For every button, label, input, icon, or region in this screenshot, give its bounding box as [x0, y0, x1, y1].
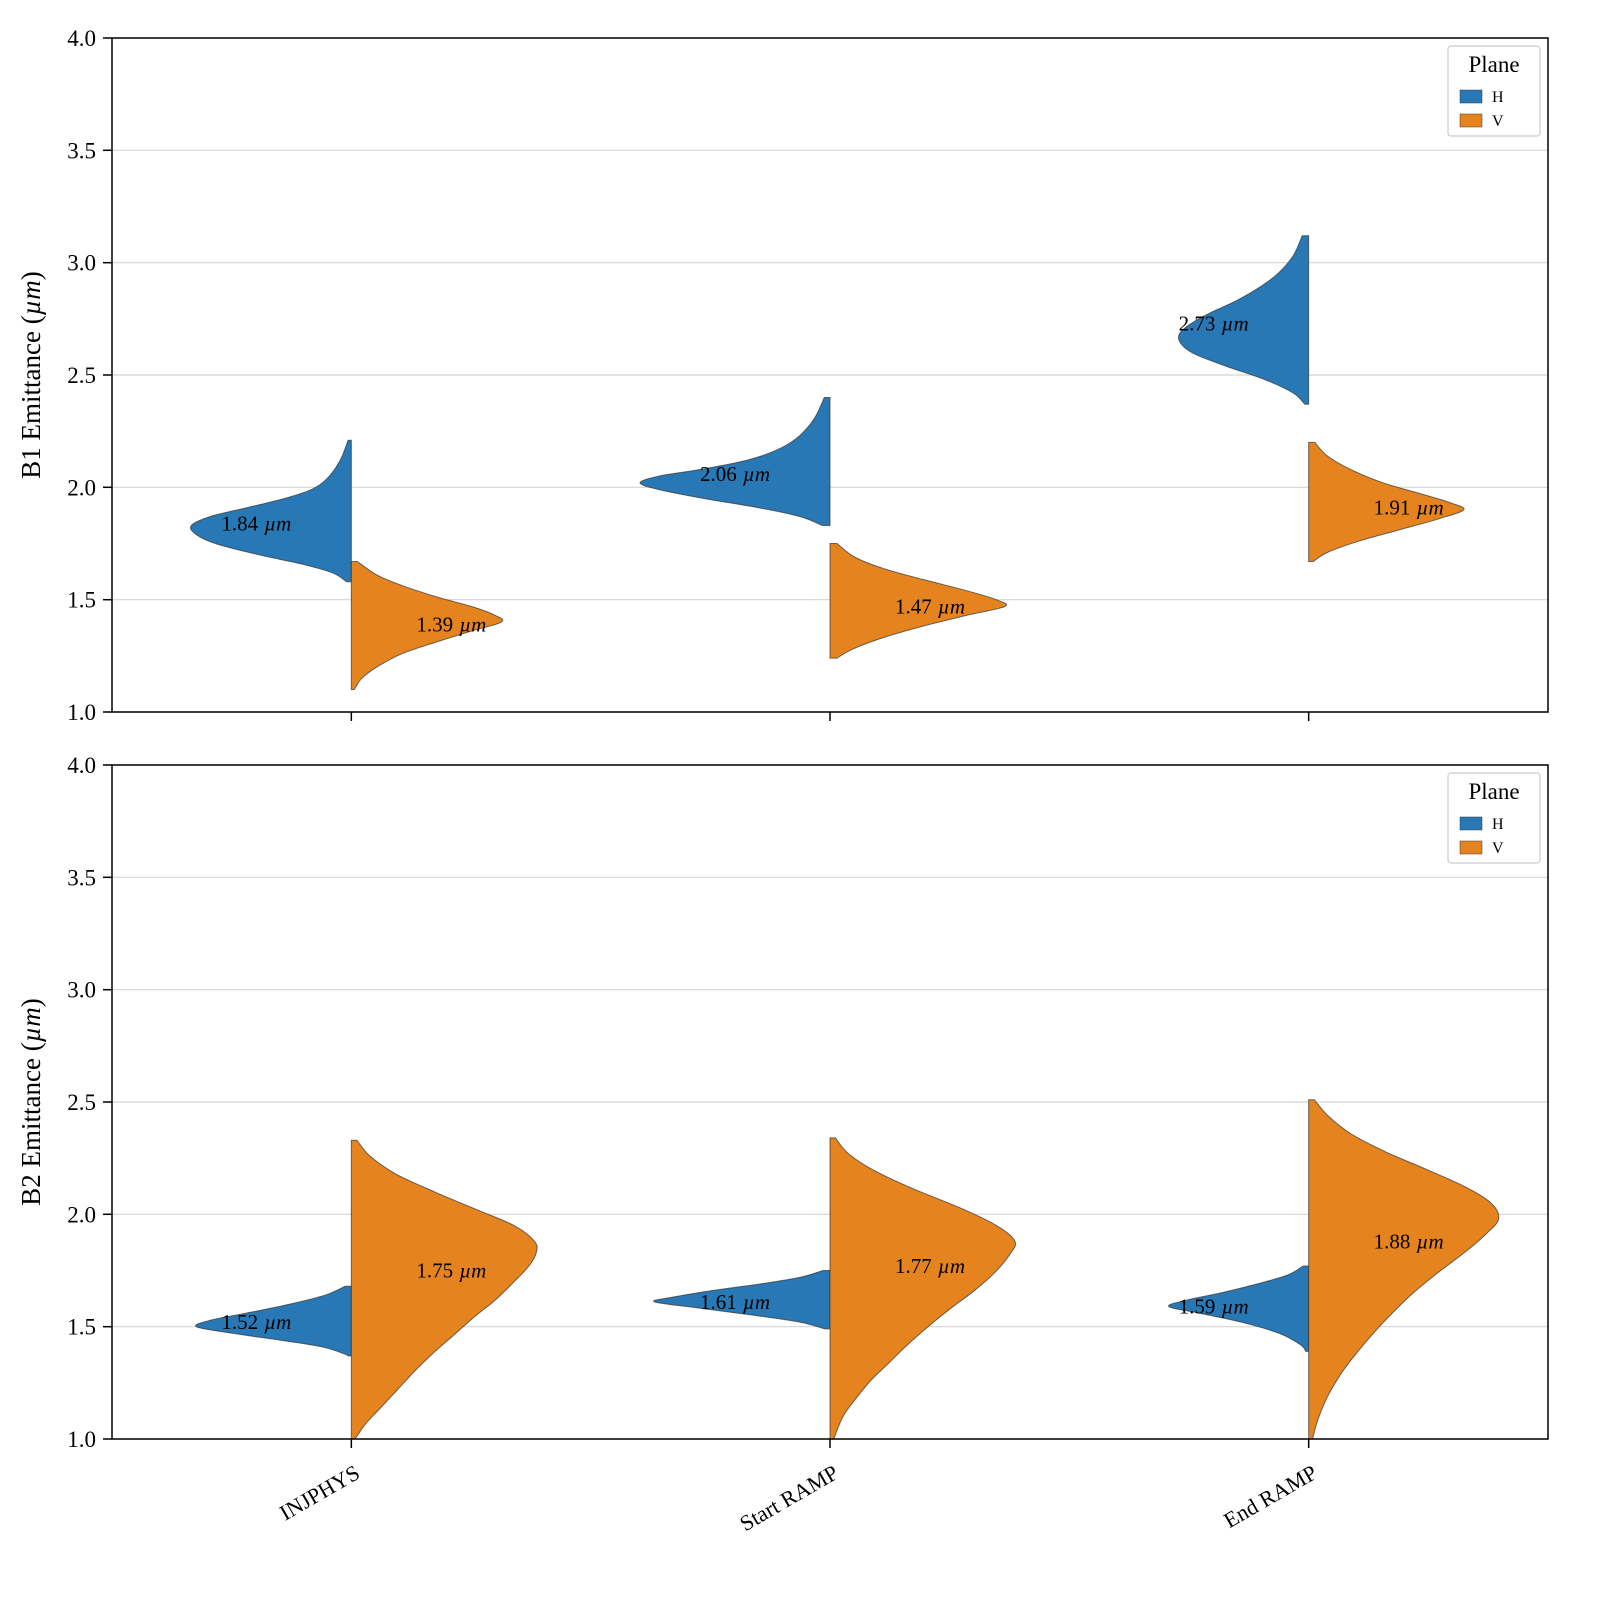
mean-label-b1-end-ramp-v: 1.91 µm: [1374, 496, 1444, 520]
mean-label-b2-start-ramp-h: 1.61 µm: [700, 1290, 770, 1314]
mean-label-b1-injphys-h: 1.84 µm: [221, 511, 291, 535]
legend-swatch-h: [1459, 89, 1483, 104]
y-axis-label-b2: B2 Emittance (µm): [16, 998, 46, 1206]
legend-swatch-v: [1459, 840, 1483, 855]
subplot-b1: 1.0 1.5 2.0 2.5 3.0 3.5 4.0 1.84 µm 1.39 µm 2.06 µm 1…: [16, 26, 1549, 725]
violin-b1-end-ramp-v: [1308, 441, 1465, 562]
legend-swatch-h: [1459, 816, 1483, 831]
mean-label-b2-end-ramp-v: 1.88 µm: [1374, 1229, 1444, 1253]
legend-title: Plane: [1468, 779, 1519, 804]
subplot-b2: 1.0 1.5 2.0 2.5 3.0 3.5 4.0 INJPHYS Start RAMP En…: [16, 753, 1549, 1536]
legend-box: [1447, 772, 1541, 864]
legend-label-h: H: [1492, 816, 1504, 833]
violin-b1-start-ramp-h: [639, 397, 831, 526]
legend-label-v: V: [1492, 840, 1504, 857]
y-tick-label: 4.0: [67, 26, 96, 51]
violin-b1-injphys-v: [350, 561, 504, 690]
y-tick-label: 3.0: [67, 978, 96, 1003]
violin-b2-start-ramp-h: [653, 1270, 831, 1330]
violin-b2-start-ramp-v: [829, 1137, 1017, 1440]
mean-label-b2-start-ramp-v: 1.77 µm: [895, 1254, 965, 1278]
legend-swatch-v: [1459, 113, 1483, 128]
legend-label-h: H: [1492, 89, 1504, 106]
mean-label-b1-start-ramp-h: 2.06 µm: [700, 462, 770, 486]
violin-b2-end-ramp-v: [1308, 1099, 1500, 1440]
violin-b1-start-ramp-v: [829, 543, 1008, 659]
y-tick-label: 3.5: [67, 865, 96, 890]
x-tick-label-end-ramp: End RAMP: [1219, 1460, 1321, 1533]
violin-b2-injphys-v: [350, 1139, 538, 1440]
y-tick-label: 3.0: [67, 251, 96, 276]
x-tick-label-injphys: INJPHYS: [275, 1460, 364, 1526]
y-tick-label: 2.5: [67, 1090, 96, 1115]
y-tick-label: 4.0: [67, 753, 96, 778]
mean-label-b2-injphys-h: 1.52 µm: [221, 1310, 291, 1334]
mean-label-b1-start-ramp-v: 1.47 µm: [895, 594, 965, 618]
mean-label-b1-end-ramp-h: 2.73 µm: [1179, 311, 1249, 335]
mean-label-b2-injphys-v: 1.75 µm: [416, 1259, 486, 1283]
mean-label-b2-end-ramp-h: 1.59 µm: [1179, 1294, 1249, 1318]
y-axis-label-b1: B1 Emittance (µm): [16, 271, 46, 479]
violin-b2-injphys-h: [195, 1285, 352, 1357]
legend-title: Plane: [1468, 52, 1519, 77]
y-tick-label: 1.0: [67, 700, 96, 725]
violin-b1-end-ramp-h: [1177, 235, 1310, 405]
x-tick-label-start-ramp: Start RAMP: [735, 1460, 842, 1536]
y-tick-label: 3.5: [67, 138, 96, 163]
y-tick-label: 2.0: [67, 1202, 96, 1227]
mean-label-b1-injphys-v: 1.39 µm: [416, 612, 486, 636]
legend-box: [1447, 45, 1541, 137]
y-tick-label: 2.0: [67, 475, 96, 500]
y-tick-label: 1.5: [67, 588, 96, 613]
y-tick-label: 1.5: [67, 1315, 96, 1340]
legend-label-v: V: [1492, 113, 1504, 130]
violin-b2-end-ramp-h: [1168, 1265, 1310, 1352]
y-tick-label: 1.0: [67, 1427, 96, 1452]
violin-b1-injphys-h: [189, 439, 352, 583]
y-tick-label: 2.5: [67, 363, 96, 388]
